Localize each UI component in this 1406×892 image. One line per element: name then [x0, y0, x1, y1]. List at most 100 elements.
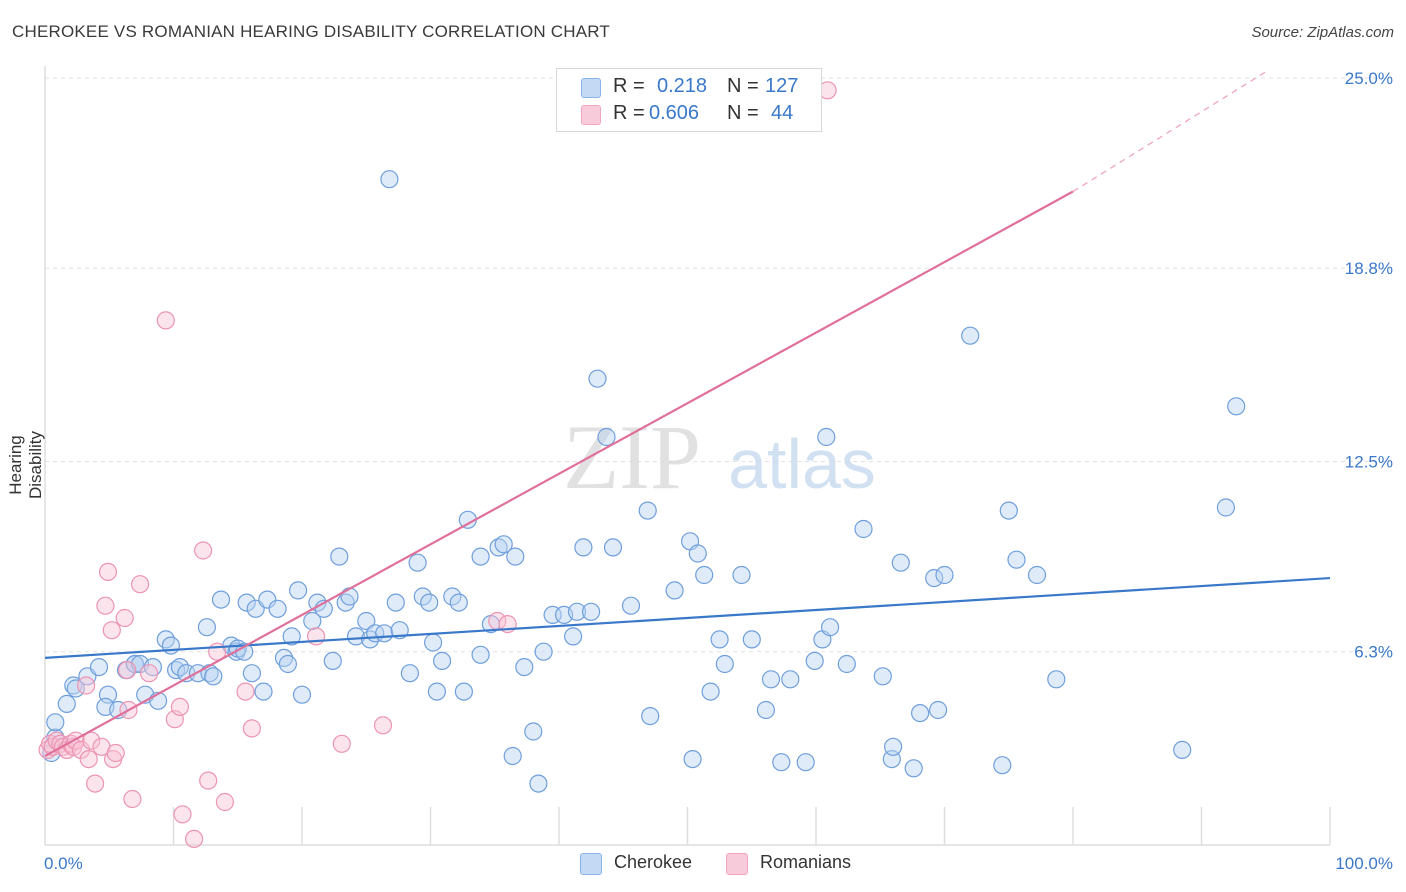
cherokee-point-39: [278, 654, 297, 674]
cherokee-points: [42, 170, 1246, 793]
cherokee-point-118: [910, 703, 930, 723]
cherokee-point-50: [346, 627, 366, 646]
romanians-point-29: [170, 697, 189, 717]
cherokee-point-75: [506, 547, 525, 566]
tick-labels: 6.3% 12.5% 18.8% 25.0% 0.0% 100.0%: [44, 69, 1393, 873]
legend-r-value: 0.218: [657, 75, 708, 97]
romanians-point-18: [102, 621, 121, 640]
romanians-point-27: [156, 311, 175, 330]
cherokee-point-101: [742, 630, 761, 649]
cherokee-point-104: [772, 753, 791, 772]
legend-swatch-romanians: [581, 105, 601, 125]
cherokee-point-117: [904, 759, 923, 778]
cherokee-point-90: [638, 501, 657, 520]
cherokee-point-97: [701, 682, 720, 701]
cherokee-point-89: [621, 596, 641, 615]
cherokee-point-55: [380, 170, 399, 189]
cherokee-point-105: [781, 670, 800, 689]
cherokee-point-95: [688, 544, 707, 563]
cherokee-point-59: [408, 553, 427, 572]
watermark-atlas: atlas: [728, 425, 876, 503]
legend-n-value: 127: [765, 75, 799, 97]
cherokee-point-107: [805, 651, 824, 671]
cherokee-point-91: [641, 706, 660, 726]
cherokee-point-32: [237, 593, 256, 612]
cherokee-point-54: [375, 624, 394, 643]
cherokee-point-113: [873, 667, 892, 686]
cherokee-point-7: [89, 657, 109, 677]
cherokee-point-92: [665, 581, 684, 600]
cherokee-point-57: [390, 621, 409, 640]
romanians-point-32: [194, 541, 213, 560]
cherokee-point-102: [756, 700, 776, 720]
cherokee-point-130: [1227, 397, 1246, 416]
romanians-point-16: [96, 596, 115, 615]
cherokee-point-46: [323, 651, 342, 671]
cherokee-trend-line: [44, 576, 1331, 659]
legend-r-label: R =: [613, 102, 645, 124]
y-tick-label-3: 25.0%: [1345, 69, 1393, 88]
cherokee-point-129: [1216, 498, 1236, 517]
cherokee-point-26: [204, 667, 223, 686]
cherokee-point-112: [854, 519, 873, 539]
cherokee-point-88: [603, 538, 623, 557]
cherokee-point-56: [386, 593, 405, 612]
cherokee-point-51: [357, 611, 376, 631]
cherokee-point-96: [695, 565, 714, 585]
cherokee-point-72: [489, 538, 508, 557]
cherokee-point-94: [683, 749, 702, 769]
legend-r-value: 0.606: [649, 102, 700, 124]
cherokee-point-103: [761, 670, 781, 689]
romanians-point-11: [76, 676, 96, 695]
cherokee-point-33: [242, 664, 261, 683]
cherokee-point-27: [211, 590, 231, 609]
bottom-legend-label-romanians: Romanians: [760, 852, 852, 872]
cherokee-point-62: [424, 633, 443, 652]
stats-legend: R = 0.218 N = 127 R = 0.606 N = 44: [556, 68, 822, 132]
romanians-point-30: [173, 805, 192, 824]
source-label: Source: ZipAtlas.com: [1251, 24, 1394, 41]
x-tick-label-0: 0.0%: [44, 854, 83, 873]
cherokee-point-63: [427, 682, 446, 701]
cherokee-point-70: [471, 547, 490, 566]
cherokee-point-78: [529, 774, 548, 793]
cherokee-point-121: [935, 565, 954, 585]
cherokee-point-85: [581, 602, 601, 621]
romanians-point-35: [215, 792, 234, 812]
cherokee-point-127: [1047, 670, 1066, 689]
cherokee-point-36: [258, 590, 277, 609]
cherokee-point-58: [400, 664, 419, 683]
grid-lines: [45, 77, 1392, 653]
cherokee-point-66: [449, 593, 468, 612]
cherokee-point-126: [1027, 565, 1047, 585]
romanians-point-25: [131, 575, 150, 594]
romanians-point-22: [118, 660, 137, 680]
romanians-trend-extension: [1072, 71, 1267, 193]
romanians-point-37: [242, 719, 261, 738]
romanians-point-24: [123, 789, 142, 809]
bottom-legend-swatch-cherokee: [580, 853, 602, 875]
y-tick-label-1: 12.5%: [1345, 453, 1393, 472]
romanians-point-12: [79, 749, 98, 769]
cherokee-point-115: [883, 737, 903, 756]
romanians-points: [38, 81, 837, 849]
cherokee-point-110: [820, 618, 840, 637]
cherokee-point-74: [503, 746, 522, 766]
cherokee-point-69: [471, 645, 490, 664]
cherokee-point-86: [588, 369, 607, 388]
cherokee-point-84: [574, 538, 593, 557]
cherokee-point-24: [197, 618, 216, 637]
romanians-point-40: [373, 716, 393, 735]
romanians-point-10: [71, 740, 91, 760]
cherokee-point-61: [420, 593, 439, 612]
romanians-point-36: [236, 682, 255, 701]
cherokee-point-2: [46, 713, 65, 732]
legend-swatch-cherokee: [581, 78, 601, 98]
cherokee-point-35: [254, 682, 273, 701]
cherokee-point-64: [433, 651, 452, 671]
romanians-point-39: [332, 734, 351, 753]
romanians-point-33: [199, 771, 218, 790]
romanians-point-13: [82, 731, 101, 750]
cherokee-point-98: [710, 630, 729, 649]
